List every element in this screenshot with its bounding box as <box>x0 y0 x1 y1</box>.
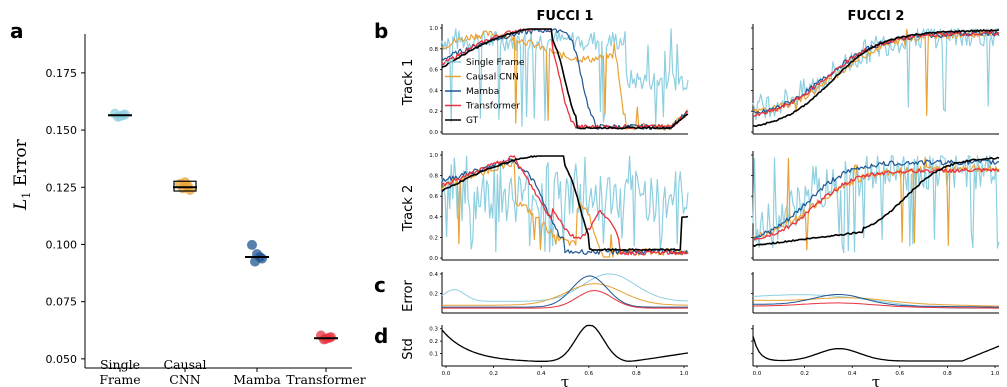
panel-letter-b: b <box>374 19 388 43</box>
y-tick-label: 0.4 <box>429 272 438 278</box>
panel-a-iqr-box <box>173 180 197 192</box>
y-tick-label: 0.3 <box>429 327 438 333</box>
x-label-tau-right: τ <box>872 373 880 387</box>
x-tick-label: 0.2 <box>800 371 809 377</box>
track-subplot: 0.0 0.2 0.4 0.6 0.8 1.0 <box>429 24 689 136</box>
x-tick-label: 1.0 <box>991 371 1000 377</box>
y-tick-label: 0.4 <box>429 88 438 94</box>
panel-a-error-plot: L1 Error 0.0500.0750.1000.1250.1500.175 … <box>11 34 366 387</box>
legend-mamba-label: Mamba <box>466 87 499 97</box>
x-tick-label: 1.0 <box>680 371 689 377</box>
row-label-std: Std <box>401 338 416 360</box>
panel-a-y-tick-label: 0.175 <box>46 67 78 80</box>
series-mamba-error <box>753 294 999 308</box>
series-transformer-line <box>441 155 689 256</box>
x-tick-label: 0.2 <box>489 371 498 377</box>
panel-a-y-tick-label: 0.150 <box>46 124 78 137</box>
row-label-track-1: Track 1 <box>401 59 416 106</box>
y-tick-label: 0.0 <box>429 256 438 262</box>
series-gt-line <box>441 155 689 252</box>
panel-a-category-label: Transformer <box>286 372 366 387</box>
x-tick-label: 0.8 <box>943 371 952 377</box>
panel-a-category-label: Causal <box>164 357 207 372</box>
series-gt-line <box>441 28 689 130</box>
series-mamba-error <box>442 275 688 308</box>
panel-a-y-tick-label: 0.125 <box>46 181 78 194</box>
series-gt-line <box>752 156 1000 247</box>
panel-a-y-tick-label: 0.050 <box>46 353 78 366</box>
series-single-frame-line <box>752 155 1000 254</box>
x-tick-label: 0.8 <box>632 371 641 377</box>
y-tick-label: 0.2 <box>429 109 438 115</box>
column-title-fucci-1: FUCCI 1 <box>537 9 594 24</box>
std-subplot: 0.0 0.2 0.4 0.6 0.8 1.0 <box>751 325 1000 377</box>
column-title-fucci-2: FUCCI 2 <box>848 9 905 24</box>
series-single-frame-error <box>441 273 689 302</box>
track-subplot <box>751 24 1000 135</box>
legend-gt-label: GT <box>466 116 479 126</box>
series-transformer-error <box>442 290 688 309</box>
series-std-line <box>441 324 689 362</box>
legend: Single Frame Causal CNN Mamba Transformer GT <box>445 58 525 126</box>
y-tick-label: 0.1 <box>429 352 438 358</box>
panel-a-y-label: L1 Error <box>11 138 33 211</box>
row-label-track-2: Track 2 <box>401 185 416 232</box>
std-subplot: 0.1 0.2 0.3 0.0 0.2 0.4 0.6 0.8 1.0 <box>429 324 689 377</box>
panel-a-y-tick-label: 0.100 <box>46 238 78 251</box>
error-subplot: 0.2 0.4 <box>429 272 689 314</box>
panel-a-category-label: Mamba <box>233 372 281 387</box>
panel-a-point <box>247 239 257 250</box>
x-tick-label: 0.6 <box>584 371 593 377</box>
x-tick-label: 0.0 <box>753 371 762 377</box>
y-tick-label: 1.0 <box>429 153 438 159</box>
y-tick-label: 0.6 <box>429 68 438 74</box>
y-tick-label: 0.2 <box>429 235 438 241</box>
x-tick-label: 0.0 <box>442 371 451 377</box>
x-tick-label: 0.4 <box>848 371 857 377</box>
panel-a-category-label: Frame <box>99 372 140 387</box>
x-tick-label: 0.6 <box>895 371 904 377</box>
y-tick-label: 0.2 <box>429 339 438 345</box>
legend-causal-cnn-label: Causal CNN <box>466 73 519 83</box>
y-tick-label: 0.4 <box>429 215 438 221</box>
y-tick-label: 0.0 <box>429 130 438 136</box>
panel-b-tracks: 0.0 0.2 0.4 0.6 0.8 1.0 0.0 0.2 0.4 0.6 0.8 1.0 <box>429 24 1000 262</box>
panel-letter-d: d <box>374 324 388 348</box>
legend-single-frame-label: Single Frame <box>466 58 525 68</box>
panel-c-error-curves: 0.2 0.4 <box>429 272 1000 314</box>
y-tick-label: 0.2 <box>429 291 438 297</box>
track-subplot: 0.0 0.2 0.4 0.6 0.8 1.0 <box>429 151 689 262</box>
panel-d-std-curves: 0.10.20.30.0 0.2 0.4 0.6 0.8 1.0 0.0 0.2 0.4 0.6 0… <box>429 324 1000 377</box>
series-single-frame-line <box>441 155 689 253</box>
panel-a-point <box>180 177 190 188</box>
series-transformer-error <box>753 302 999 309</box>
series-transformer-line <box>441 28 689 130</box>
x-label-tau-left: τ <box>561 373 569 387</box>
track-subplot <box>751 151 1000 261</box>
y-tick-label: 0.6 <box>429 194 438 200</box>
panel-a-y-tick-label: 0.075 <box>46 296 78 309</box>
panel-a-category-label: CNN <box>169 372 201 387</box>
series-causal-cnn-error <box>752 297 1000 307</box>
y-tick-label: 0.8 <box>429 47 438 53</box>
series-causal-cnn-error <box>442 283 688 306</box>
error-subplot <box>751 272 1000 314</box>
y-tick-label: 1.0 <box>429 26 438 32</box>
panel-letter-c: c <box>374 273 386 297</box>
series-transformer-line <box>752 167 1000 241</box>
x-tick-label: 0.4 <box>537 371 546 377</box>
y-tick-label: 0.8 <box>429 174 438 180</box>
panel-a-category-label: Single <box>100 357 140 372</box>
panel-letter-a: a <box>10 19 24 43</box>
legend-transformer-label: Transformer <box>465 102 520 112</box>
series-std-line <box>752 336 1000 362</box>
series-gt-line <box>752 28 1000 128</box>
row-label-error: Error <box>401 280 416 312</box>
